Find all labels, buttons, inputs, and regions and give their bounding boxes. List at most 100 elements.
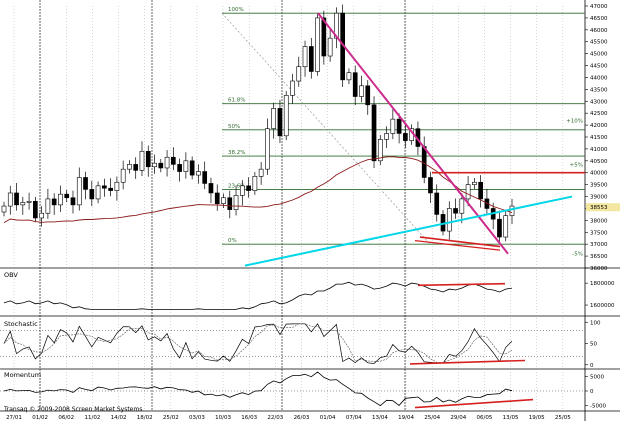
- stoch-tick-label: 0: [590, 363, 594, 369]
- candle: [478, 181, 483, 200]
- last-price-badge: [586, 203, 620, 212]
- price-panel: [1, 4, 585, 267]
- candle: [421, 146, 427, 178]
- downtrend-line: [317, 12, 509, 255]
- candle: [472, 181, 477, 185]
- price-tick-label: 41500: [590, 135, 608, 141]
- candle: [296, 66, 302, 82]
- candle: [509, 205, 515, 216]
- candle: [158, 162, 164, 169]
- fib-level-label: 50%: [228, 124, 240, 130]
- date-tick-label: 25/04: [424, 415, 440, 421]
- candle: [246, 185, 251, 191]
- candle: [277, 108, 283, 137]
- price-tick-label: 45500: [590, 40, 608, 46]
- candle: [196, 171, 201, 176]
- price-tick-label: 45000: [590, 52, 608, 58]
- fib-level-label: 38.2%: [228, 150, 245, 156]
- candle: [434, 192, 440, 215]
- price-tick-label: 41000: [590, 147, 608, 153]
- indicator-panels: [0, 281, 585, 409]
- price-tick-label: 40500: [590, 159, 608, 165]
- candle: [283, 95, 289, 137]
- candle: [465, 184, 471, 200]
- percent-label: -5%: [572, 252, 583, 258]
- price-tick-label: 39500: [590, 183, 608, 189]
- candle: [334, 12, 339, 39]
- momentum-line: [3, 371, 513, 407]
- candle: [346, 72, 352, 81]
- price-tick-label: 43000: [590, 99, 608, 105]
- candle: [33, 201, 38, 219]
- date-tick-label: 07/04: [346, 415, 362, 421]
- price-tick-label: 46000: [590, 28, 608, 34]
- price-tick-label: 37500: [590, 230, 608, 236]
- candle: [214, 192, 220, 204]
- percent-label: +5%: [570, 162, 583, 168]
- price-tick-label: 44500: [590, 64, 608, 70]
- candle: [183, 160, 189, 172]
- candle: [189, 160, 195, 176]
- price-tick-label: 47000: [590, 4, 608, 10]
- candle: [497, 218, 502, 238]
- obv-label: OBV: [4, 271, 18, 279]
- candle: [152, 162, 157, 168]
- date-tick-label: 26/03: [294, 415, 310, 421]
- date-tick-label: 29/04: [450, 415, 466, 421]
- candle: [114, 181, 120, 191]
- candle: [39, 212, 44, 219]
- momentum-tick-label: 0: [590, 389, 594, 395]
- candle: [503, 215, 509, 238]
- candle: [64, 193, 70, 199]
- candle: [227, 197, 233, 210]
- uptrend-line: [244, 195, 573, 267]
- stoch-k-line: [3, 323, 513, 364]
- candle: [233, 195, 239, 210]
- momentum-label: Momentum: [4, 371, 41, 379]
- support-line-2: [414, 240, 501, 251]
- candle: [177, 164, 182, 172]
- candle: [76, 177, 82, 206]
- candle: [133, 164, 139, 171]
- date-tick-label: 13/04: [372, 415, 388, 421]
- candle: [145, 150, 151, 168]
- date-tick-label: 13/05: [503, 415, 519, 421]
- fib-level-label: 23.6%: [228, 183, 245, 189]
- date-tick-label: 22/03: [267, 415, 283, 421]
- candle: [396, 118, 402, 134]
- stoch-tick-label: 50: [590, 342, 597, 348]
- candle: [120, 168, 126, 183]
- price-tick-label: 40000: [590, 171, 608, 177]
- price-tick-label: 38000: [590, 218, 608, 224]
- candle: [1, 205, 7, 213]
- candle: [20, 202, 26, 206]
- date-tick-label: 16/03: [241, 415, 257, 421]
- candle: [390, 118, 396, 134]
- copyright-text: Transaq © 2009-2008 Screen Market System…: [3, 406, 142, 413]
- candle: [371, 104, 377, 162]
- candle: [384, 133, 389, 140]
- candle: [95, 185, 101, 200]
- price-tick-label: 39000: [590, 195, 608, 201]
- fibonacci-levels: 100% 61.8% 50% 38.2% 23.6% 0% +10% +5% -5%: [221, 7, 585, 258]
- candle: [403, 133, 408, 141]
- candle: [202, 171, 208, 184]
- date-tick-label: 14/02: [111, 415, 127, 421]
- candle: [7, 192, 13, 207]
- candle: [377, 139, 383, 162]
- candle: [459, 198, 465, 214]
- candle: [359, 85, 364, 97]
- candle: [58, 193, 63, 206]
- last-price-label: 38553: [590, 205, 608, 211]
- candle: [258, 168, 264, 177]
- momentum-tick-label: -5000: [590, 403, 606, 409]
- candle: [446, 208, 452, 232]
- candle: [70, 197, 76, 206]
- obv-line: [3, 281, 513, 310]
- candle: [352, 72, 358, 97]
- date-tick-label: 25/02: [163, 415, 179, 421]
- axes: 27/01 01/02 06/02 11/02 14/02 18/02 25/02 03/03…: [6, 4, 620, 421]
- candle: [315, 17, 320, 72]
- stoch-trend-line: [409, 359, 526, 365]
- date-tick-label: 06/02: [58, 415, 74, 421]
